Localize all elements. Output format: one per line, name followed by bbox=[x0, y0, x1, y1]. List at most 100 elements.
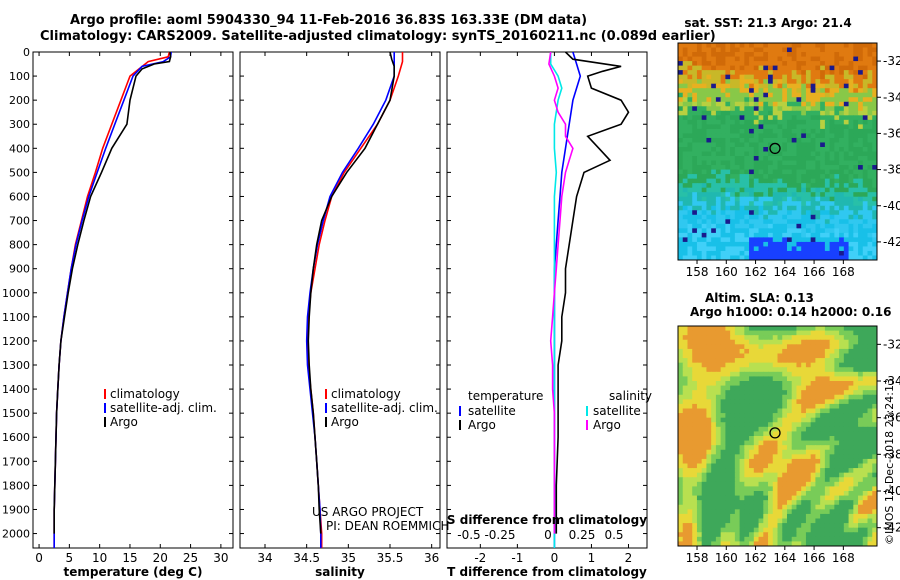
map-cell bbox=[753, 133, 760, 139]
map-cell bbox=[791, 353, 798, 359]
map-cell bbox=[696, 362, 703, 368]
map-cell bbox=[730, 495, 736, 501]
map-cell bbox=[678, 83, 684, 89]
map-cell bbox=[706, 232, 712, 238]
map-cell bbox=[730, 518, 736, 524]
map-cell bbox=[862, 160, 869, 166]
map-cell bbox=[867, 241, 873, 248]
map-cell bbox=[739, 390, 745, 396]
map-cell bbox=[853, 335, 859, 341]
map-cell bbox=[678, 178, 684, 184]
map-cell bbox=[687, 246, 693, 252]
map-cell bbox=[682, 518, 689, 524]
map-cell bbox=[758, 504, 764, 510]
map-cell bbox=[682, 250, 689, 257]
map-cell bbox=[834, 495, 840, 501]
map-cell bbox=[720, 449, 726, 455]
map-cell bbox=[763, 246, 769, 252]
map-cell bbox=[848, 445, 854, 451]
map-cell bbox=[744, 47, 750, 53]
map-cell bbox=[682, 92, 689, 98]
map-cell bbox=[682, 436, 689, 442]
map-cell bbox=[734, 477, 741, 483]
map-cell bbox=[820, 330, 826, 336]
map-cell bbox=[820, 43, 826, 49]
map-cell bbox=[853, 458, 859, 465]
map-cell bbox=[744, 536, 750, 543]
map-cell bbox=[853, 362, 859, 368]
map-cell bbox=[711, 362, 717, 368]
map-cell bbox=[796, 56, 802, 62]
map-cell bbox=[862, 376, 869, 382]
map-cell bbox=[749, 70, 755, 76]
map-cell bbox=[858, 115, 864, 121]
map-cell bbox=[768, 339, 774, 345]
map-cell bbox=[820, 70, 826, 76]
series-line-climatology bbox=[306, 52, 404, 548]
map-cell bbox=[739, 183, 745, 189]
map-cell bbox=[739, 449, 745, 455]
map-cell bbox=[777, 115, 783, 121]
map-cell bbox=[839, 417, 845, 423]
map-cell bbox=[749, 92, 755, 98]
map-cell bbox=[839, 376, 845, 382]
map-cell bbox=[872, 481, 877, 488]
map-cell bbox=[824, 513, 831, 520]
map-cell bbox=[706, 454, 712, 460]
map-cell bbox=[829, 326, 835, 332]
map-cell bbox=[739, 445, 745, 451]
map-cell bbox=[786, 106, 793, 112]
map-cell bbox=[734, 47, 741, 53]
map-cell bbox=[848, 417, 854, 423]
map-cell bbox=[872, 43, 877, 49]
map-cell bbox=[678, 491, 684, 497]
map-cell bbox=[858, 367, 864, 373]
map-cell bbox=[810, 52, 817, 58]
map-cell bbox=[687, 477, 693, 483]
map-cell bbox=[815, 183, 821, 189]
map-cell bbox=[786, 472, 793, 478]
map-cell bbox=[843, 210, 850, 216]
map-cell bbox=[867, 472, 873, 478]
map-cell bbox=[701, 79, 708, 85]
map-cell bbox=[786, 165, 793, 171]
map-cell bbox=[791, 463, 798, 469]
map-cell bbox=[706, 196, 712, 202]
map-cell bbox=[796, 133, 802, 139]
map-cell bbox=[853, 56, 859, 62]
map-cell bbox=[858, 187, 864, 193]
map-cell bbox=[829, 426, 835, 433]
map-cell bbox=[810, 250, 817, 257]
map-cell bbox=[782, 371, 788, 378]
map-cell bbox=[786, 385, 793, 391]
map-cell bbox=[772, 371, 779, 378]
map-cell bbox=[782, 124, 788, 130]
map-cell bbox=[772, 232, 779, 238]
map-cell bbox=[843, 422, 850, 428]
map-cell bbox=[815, 335, 821, 341]
map-cell bbox=[772, 381, 779, 387]
map-cell bbox=[786, 97, 793, 103]
map-cell bbox=[701, 477, 708, 483]
map-cell bbox=[711, 376, 717, 382]
map-cell bbox=[848, 358, 854, 364]
map-cell bbox=[772, 486, 779, 492]
map-cell bbox=[706, 362, 712, 368]
map-cell bbox=[720, 385, 726, 391]
map-cell bbox=[749, 523, 755, 529]
map-cell bbox=[791, 178, 798, 184]
map-cell bbox=[824, 61, 831, 67]
map-cell bbox=[692, 335, 698, 341]
map-cell bbox=[692, 449, 698, 455]
map-cell bbox=[720, 371, 726, 378]
map-cell bbox=[862, 523, 869, 529]
map-cell bbox=[782, 106, 788, 112]
map-cell bbox=[678, 43, 684, 49]
map-cell bbox=[678, 523, 684, 529]
map-cell bbox=[711, 390, 717, 396]
map-cell bbox=[824, 241, 831, 248]
map-cell bbox=[843, 174, 850, 180]
map-cell bbox=[815, 237, 821, 243]
map-cell bbox=[711, 56, 717, 62]
map-cell bbox=[810, 532, 817, 538]
